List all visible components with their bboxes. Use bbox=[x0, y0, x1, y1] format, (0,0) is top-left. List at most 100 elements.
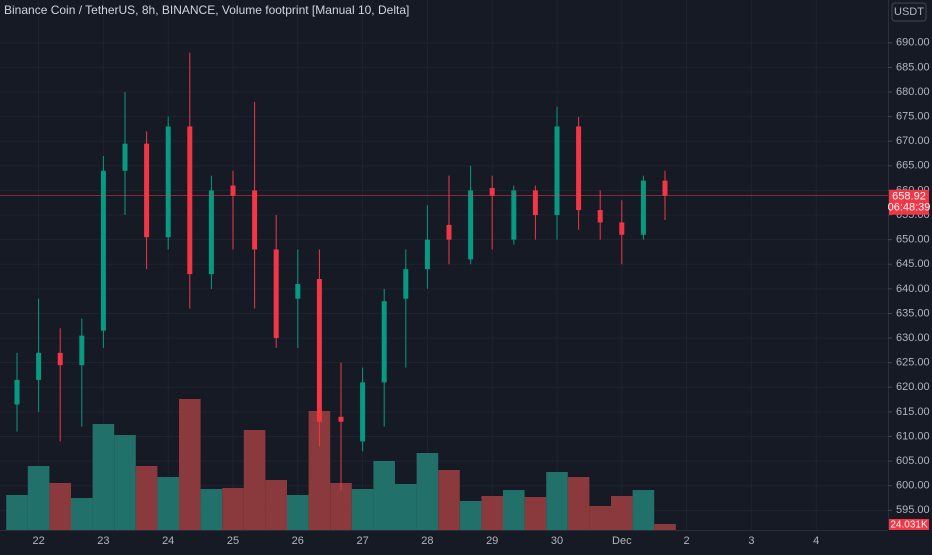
countdown: 06:48:39 bbox=[888, 202, 931, 214]
candle-body bbox=[597, 210, 603, 223]
x-tick-label: 28 bbox=[421, 535, 433, 547]
candle-body bbox=[360, 382, 366, 442]
y-tick-label: 650.00 bbox=[896, 234, 930, 246]
volume-bar bbox=[459, 501, 482, 530]
y-tick-label: 675.00 bbox=[896, 111, 930, 123]
x-tick-label: 30 bbox=[551, 535, 563, 547]
volume-bar bbox=[481, 496, 503, 530]
y-tick-label: 670.00 bbox=[896, 135, 930, 147]
x-tick-label: 24 bbox=[162, 535, 174, 547]
candle-body bbox=[79, 335, 85, 366]
candle-body bbox=[619, 222, 625, 235]
volume-bar bbox=[611, 496, 633, 530]
y-tick-label: 605.00 bbox=[896, 455, 930, 467]
candle-body bbox=[662, 180, 668, 196]
volume-bar bbox=[330, 483, 352, 530]
x-tick-label: 23 bbox=[97, 535, 109, 547]
candle-body bbox=[446, 224, 452, 240]
y-tick-label: 645.00 bbox=[896, 258, 930, 270]
volume-bar bbox=[200, 489, 223, 530]
y-tick-label: 615.00 bbox=[896, 406, 930, 418]
currency[interactable]: USDT bbox=[894, 6, 924, 18]
x-tick-label: 26 bbox=[292, 535, 304, 547]
y-tick-label: 690.00 bbox=[896, 37, 930, 49]
candle-body bbox=[295, 283, 301, 299]
candle-body bbox=[14, 379, 20, 405]
candle-body bbox=[57, 352, 63, 366]
x-tick-label: Dec bbox=[612, 535, 632, 547]
candle-body bbox=[273, 249, 279, 339]
y-tick-label: 640.00 bbox=[896, 283, 930, 295]
volume-bar bbox=[351, 489, 374, 530]
x-tick-label: 4 bbox=[813, 535, 819, 547]
candle-body bbox=[316, 279, 322, 422]
chart-title: Binance Coin / TetherUS, 8h, BINANCE, Vo… bbox=[4, 3, 409, 17]
candle-body bbox=[100, 170, 106, 331]
volume-bar bbox=[654, 523, 676, 530]
x-tick-label: 27 bbox=[356, 535, 368, 547]
candle-body bbox=[468, 190, 474, 260]
candle-body bbox=[252, 190, 258, 250]
volume-bar bbox=[589, 506, 611, 530]
volume-bar bbox=[287, 495, 309, 530]
volume-label: 24.031K bbox=[890, 520, 928, 531]
volume-bar bbox=[395, 484, 417, 530]
volume-bar bbox=[243, 430, 266, 530]
volume-bar bbox=[416, 453, 439, 530]
y-tick-label: 630.00 bbox=[896, 332, 930, 344]
candle-body bbox=[187, 126, 193, 275]
volume-bar bbox=[92, 424, 115, 530]
x-tick-label: 22 bbox=[32, 535, 44, 547]
candle-body bbox=[230, 185, 236, 196]
volume-bar bbox=[524, 497, 547, 530]
volume-bar bbox=[308, 411, 331, 530]
candle-body bbox=[36, 352, 42, 380]
volume-bar bbox=[179, 399, 201, 530]
y-tick-label: 665.00 bbox=[896, 160, 930, 172]
volume-bar bbox=[222, 488, 244, 530]
volume-bar bbox=[6, 495, 28, 530]
candle-body bbox=[489, 187, 495, 196]
volume-bar bbox=[373, 461, 395, 530]
candle-body bbox=[640, 180, 646, 235]
candle-body bbox=[144, 143, 150, 238]
volume-bar bbox=[135, 466, 158, 530]
y-tick-label: 680.00 bbox=[896, 86, 930, 98]
volume-bar bbox=[438, 470, 460, 530]
volume-bar bbox=[71, 498, 93, 530]
x-tick-label: 29 bbox=[486, 535, 498, 547]
last-price-label: 658.92 bbox=[892, 191, 926, 203]
candle-body bbox=[381, 301, 387, 383]
candle-body bbox=[122, 143, 128, 171]
y-tick-label: 610.00 bbox=[896, 430, 930, 442]
volume-bar bbox=[546, 472, 568, 530]
volume-bar bbox=[503, 490, 525, 530]
candle-body bbox=[576, 126, 582, 211]
volume-bar bbox=[114, 435, 136, 530]
candle-body bbox=[532, 190, 538, 216]
y-tick-label: 600.00 bbox=[896, 480, 930, 492]
volume-bar bbox=[157, 477, 179, 530]
x-tick-label: 2 bbox=[684, 535, 690, 547]
y-tick-label: 595.00 bbox=[896, 504, 930, 516]
y-tick-label: 635.00 bbox=[896, 307, 930, 319]
last-price-box bbox=[889, 189, 929, 215]
volume-bar bbox=[632, 490, 655, 530]
candle-body bbox=[424, 239, 430, 270]
y-tick-label: 625.00 bbox=[896, 357, 930, 369]
volume-bar bbox=[27, 466, 50, 530]
candle-body bbox=[403, 269, 409, 299]
currency-button[interactable] bbox=[891, 2, 927, 22]
candle-body bbox=[165, 126, 171, 238]
x-tick-label: 3 bbox=[748, 535, 754, 547]
candle-body bbox=[511, 190, 517, 240]
candle-body bbox=[338, 416, 344, 422]
y-tick-label: 685.00 bbox=[896, 61, 930, 73]
volume-bar bbox=[265, 480, 287, 530]
volume-bar bbox=[567, 477, 590, 530]
candle-body bbox=[208, 190, 214, 275]
volume-label-box bbox=[889, 519, 929, 530]
candle-body bbox=[554, 126, 560, 216]
